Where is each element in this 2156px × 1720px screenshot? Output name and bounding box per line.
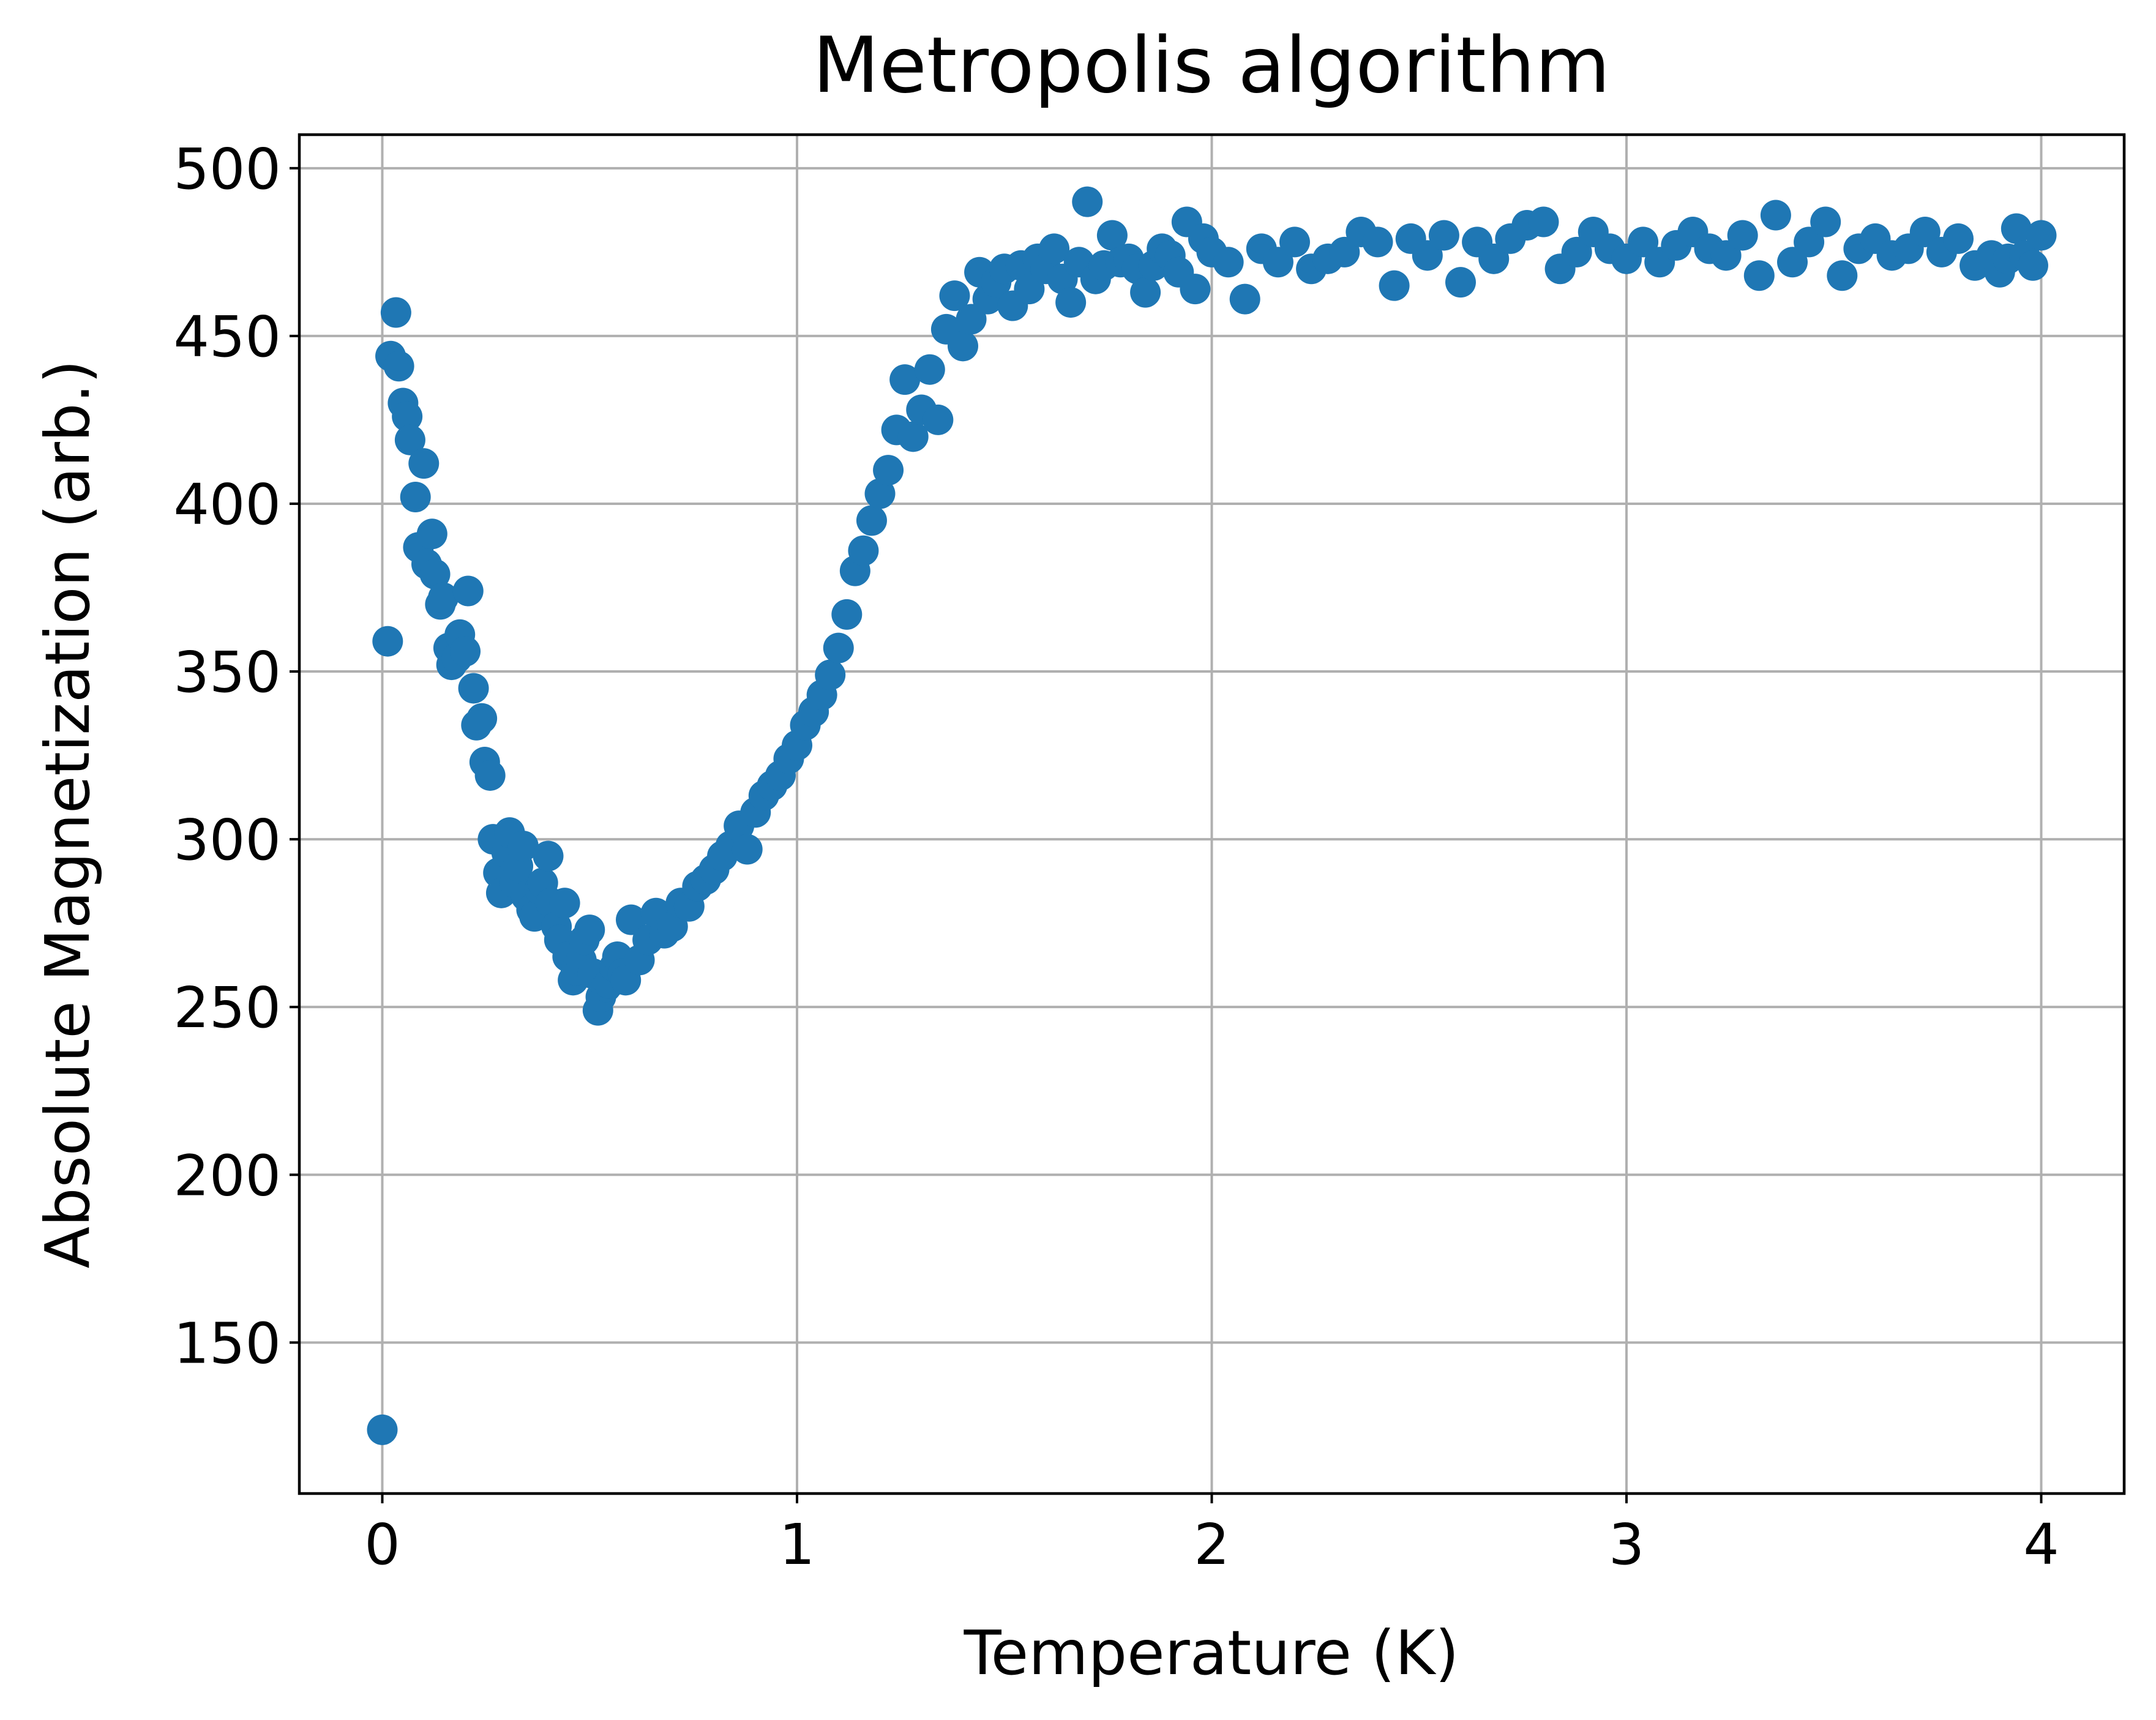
scatter-point [1794, 226, 1825, 258]
x-tick-label: 1 [779, 1512, 815, 1577]
scatter-point [452, 575, 484, 607]
scatter-point [549, 888, 580, 919]
scatter-point [1055, 287, 1087, 318]
scatter-point [889, 364, 921, 395]
scatter-point [616, 904, 646, 935]
scatter-point [383, 351, 414, 382]
x-axis-label: Temperature (K) [964, 1617, 1459, 1689]
scatter-point [1445, 267, 1476, 298]
scatter-point [367, 1414, 398, 1445]
y-axis-label: Absolute Magnetization (arb.) [32, 360, 103, 1269]
x-axis: 0 1 2 3 4 [364, 1494, 2059, 1577]
data-points [367, 186, 2057, 1445]
scatter-point [1362, 226, 1393, 258]
scatter-point [831, 599, 863, 630]
y-tick-label: 450 [173, 304, 281, 370]
scatter-point [428, 582, 459, 613]
scatter-point [474, 760, 506, 791]
y-tick-label: 200 [173, 1143, 281, 1208]
scatter-point [1727, 220, 1758, 251]
scatter-point [400, 482, 431, 512]
scatter-point [1279, 226, 1310, 258]
scatter-point [1478, 243, 1510, 274]
scatter-point [450, 636, 481, 667]
scatter-point [1561, 236, 1592, 267]
x-tick-label: 4 [2023, 1512, 2059, 1577]
scatter-point [1528, 206, 1559, 237]
y-tick-label: 300 [173, 807, 281, 873]
scatter-point [732, 834, 763, 865]
scatter-point [533, 840, 564, 872]
scatter-point [507, 831, 539, 862]
scatter-point [1180, 274, 1211, 305]
scatter-point [1072, 186, 1103, 217]
scatter-point [1379, 270, 1410, 301]
scatter-point [923, 404, 954, 435]
scatter-point [815, 659, 846, 690]
scatter-point [1628, 226, 1659, 258]
scatter-point [2001, 213, 2032, 244]
scatter-point [1743, 260, 1775, 291]
scatter-point [1096, 220, 1128, 251]
scatter-point [380, 297, 411, 328]
scatter-point [948, 331, 978, 362]
scatter-point [1014, 274, 1045, 305]
scatter-point [1412, 240, 1443, 271]
scatter-point [2017, 250, 2048, 281]
scatter-point [848, 535, 879, 566]
scatter-point [1428, 220, 1459, 251]
scatter-point [372, 626, 403, 657]
scatter-point [657, 911, 688, 942]
chart-title: Metropolis algorithm [813, 20, 1611, 110]
scatter-point [1943, 223, 1974, 254]
x-tick-label: 3 [1609, 1512, 1645, 1577]
scatter-point [1262, 247, 1293, 278]
scatter-point [897, 421, 929, 452]
scatter-point [1760, 200, 1791, 231]
scatter-point [466, 703, 498, 734]
scatter-point [1213, 247, 1244, 278]
scatter-point [1039, 233, 1070, 264]
scatter-point [1229, 283, 1260, 315]
scatter-point [1130, 277, 1161, 308]
y-tick-label: 400 [173, 472, 281, 537]
scatter-point [1329, 236, 1360, 267]
y-tick-label: 150 [173, 1311, 281, 1376]
scatter-point [864, 478, 896, 509]
scatter-point [856, 505, 887, 536]
grid-lines [299, 135, 2124, 1494]
scatter-point [2026, 220, 2057, 251]
scatter-point [1810, 206, 1841, 237]
scatter-point [1827, 260, 1858, 291]
scatter-point [416, 518, 447, 550]
scatter-point [394, 424, 425, 455]
scatter-point [956, 304, 987, 335]
scatter-point [914, 354, 945, 385]
y-axis: 150 200 250 300 350 400 450 500 [173, 136, 299, 1376]
y-tick-label: 500 [173, 136, 281, 202]
scatter-point [1909, 216, 1941, 247]
y-tick-label: 350 [173, 640, 281, 705]
scatter-point [392, 401, 423, 432]
x-tick-label: 0 [364, 1512, 400, 1577]
scatter-point [1710, 240, 1742, 271]
scatter-point [873, 455, 904, 486]
scatter-point [458, 673, 489, 704]
x-tick-label: 2 [1194, 1512, 1230, 1577]
scatter-point [419, 559, 451, 590]
scatter-point [1777, 247, 1808, 278]
scatter-point [574, 914, 605, 946]
y-tick-label: 250 [173, 975, 281, 1041]
scatter-point [823, 632, 854, 664]
scatter-point [408, 448, 440, 479]
scatter-point [939, 280, 970, 312]
